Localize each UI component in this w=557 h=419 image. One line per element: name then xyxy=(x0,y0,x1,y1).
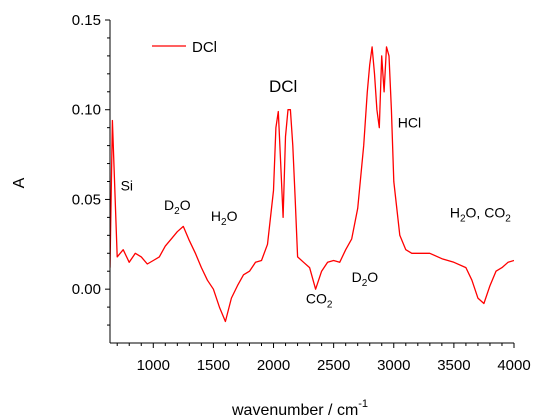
x-axis-label: wavenumber / cm-1 xyxy=(231,398,368,419)
x-tick-label: 1000 xyxy=(137,357,170,374)
y-axis-label: A xyxy=(11,177,28,188)
legend: DCl xyxy=(152,39,217,56)
x-tick-label: 4000 xyxy=(497,357,530,374)
y-tick-label: 0.10 xyxy=(72,102,101,119)
x-tick-label: 3000 xyxy=(377,357,410,374)
annotations: Si D2O H2O DCl CO2 D2O HCl H2O, CO2 xyxy=(121,77,512,311)
series-line-0 xyxy=(110,46,514,323)
y-tick-label: 0.05 xyxy=(72,191,101,208)
y-tick-label: 0.00 xyxy=(72,281,101,298)
x-axis-label-superscript: -1 xyxy=(358,398,368,410)
annotation-hcl: HCl xyxy=(398,115,421,131)
annotation-dcl-peak: DCl xyxy=(269,77,297,96)
axes: 1000 1500 2000 2500 3000 3500 4000 0.00 0.05 0.10… xyxy=(72,12,531,374)
x-tick-label: 2000 xyxy=(257,357,290,374)
x-tick-label: 3500 xyxy=(437,357,470,374)
annotation-si: Si xyxy=(121,177,133,193)
annotation-d2o-left: D2O xyxy=(164,197,191,217)
annotation-co2-dip: CO2 xyxy=(306,291,333,311)
x-tick-label: 2500 xyxy=(317,357,350,374)
annotation-d2o-right: D2O xyxy=(352,269,379,289)
x-tick-label: 1500 xyxy=(197,357,230,374)
y-tick-label: 0.15 xyxy=(72,12,101,29)
legend-label: DCl xyxy=(192,39,217,56)
plot-area xyxy=(110,46,514,323)
annotation-h2o-left: H2O xyxy=(211,208,238,228)
annotation-h2o-co2: H2O, CO2 xyxy=(450,204,511,224)
